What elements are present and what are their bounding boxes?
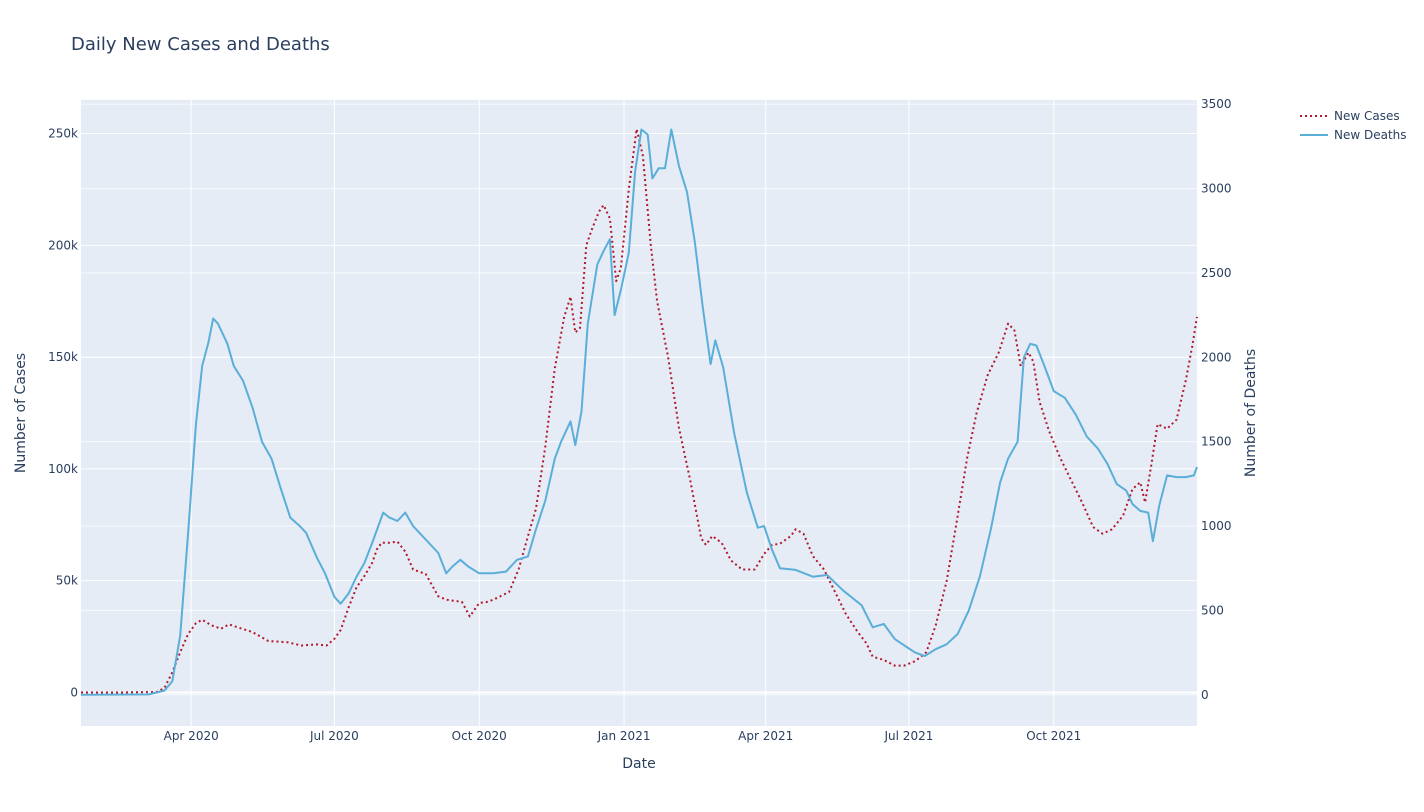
- y-left-tick-label: 50k: [56, 574, 78, 588]
- y-left-axis-ticks: 0 50k 100k 150k 200k 250k: [48, 127, 78, 700]
- y-right-axis-ticks: 0 500 1000 1500 2000 2500 3000 3500: [1201, 97, 1232, 702]
- series-line-new-cases[interactable]: [81, 128, 1198, 694]
- chart-title: Daily New Cases and Deaths: [71, 34, 330, 55]
- x-tick-label: Oct 2021: [1026, 729, 1081, 743]
- legend-item-new-cases[interactable]: New Cases: [1300, 109, 1400, 123]
- plot-area: [81, 100, 1197, 726]
- y-right-tick-label: 1500: [1201, 435, 1232, 449]
- y-right-axis-title: Number of Deaths: [1243, 349, 1259, 477]
- y-left-tick-label: 200k: [48, 238, 78, 252]
- y-right-tick-label: 500: [1201, 603, 1224, 617]
- y-gridlines: [81, 103, 1197, 696]
- y-right-tick-label: 1000: [1201, 519, 1232, 533]
- y-left-tick-label: 100k: [48, 462, 78, 476]
- x-tick-label: Oct 2020: [452, 729, 507, 743]
- x-tick-label: Jan 2021: [597, 729, 651, 743]
- legend[interactable]: New Cases New Deaths: [1300, 109, 1407, 142]
- y-right-tick-label: 0: [1201, 688, 1209, 702]
- y-right-tick-label: 2500: [1201, 266, 1232, 280]
- x-tick-label: Apr 2020: [164, 729, 219, 743]
- y-left-tick-label: 250k: [48, 127, 78, 141]
- y-left-tick-label: 0: [70, 685, 78, 699]
- series-layer: [80, 128, 1198, 696]
- y-left-tick-label: 150k: [48, 350, 78, 364]
- x-tick-label: Jul 2021: [884, 729, 934, 743]
- series-line-new-deaths[interactable]: [80, 128, 1198, 696]
- x-axis-ticks: Apr 2020 Jul 2020 Oct 2020 Jan 2021 Apr 2021…: [164, 729, 1082, 743]
- legend-label-new-cases: New Cases: [1334, 109, 1400, 123]
- y-right-tick-label: 3000: [1201, 182, 1232, 196]
- y-right-tick-label: 3500: [1201, 97, 1232, 111]
- y-left-axis-title: Number of Cases: [13, 353, 29, 473]
- x-tick-label: Apr 2021: [738, 729, 793, 743]
- x-tick-label: Jul 2020: [309, 729, 359, 743]
- legend-label-new-deaths: New Deaths: [1334, 128, 1407, 142]
- x-axis-title: Date: [622, 756, 655, 772]
- x-gridlines: [190, 100, 1055, 726]
- legend-item-new-deaths[interactable]: New Deaths: [1300, 128, 1407, 142]
- y-right-tick-label: 2000: [1201, 350, 1232, 364]
